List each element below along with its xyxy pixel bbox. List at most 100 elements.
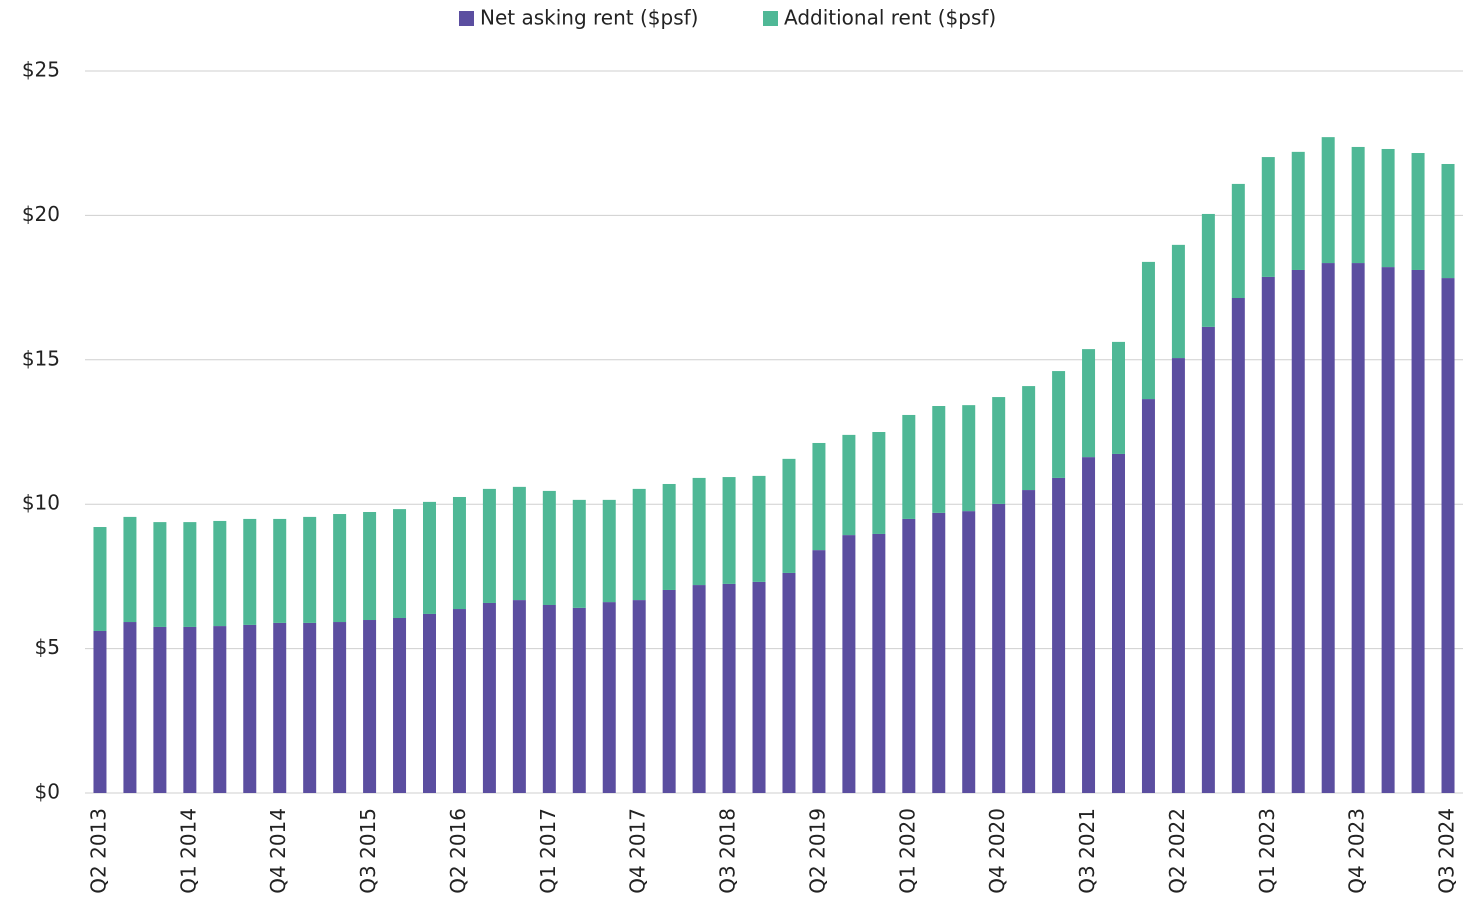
bar-segment (1141, 261, 1155, 400)
bar-segment (482, 602, 496, 793)
bar-segment (1231, 183, 1245, 298)
bar-segment (423, 501, 436, 614)
x-tick-label: Q4 2020 (985, 808, 1009, 894)
bar-segment (243, 518, 257, 625)
x-tick-label: Q2 2022 (1165, 808, 1189, 894)
x-tick-label: Q1 2020 (895, 808, 919, 894)
bar-segment (572, 499, 586, 608)
y-tick-label: $10 (22, 491, 60, 515)
bar-segment (782, 458, 796, 573)
bar-segment (393, 509, 407, 618)
x-tick-label: Q2 2013 (86, 808, 110, 894)
bar-segment (752, 581, 766, 793)
bar-segment (992, 503, 1006, 793)
bar-segment (512, 486, 526, 601)
bar-segment (1022, 386, 1036, 491)
bar-segment (1171, 358, 1185, 793)
bar-segment (542, 604, 556, 793)
y-tick-label: $15 (22, 346, 60, 370)
bar-segment (1381, 267, 1395, 793)
bar-segment (1201, 213, 1215, 327)
bar-segment (333, 622, 347, 793)
bar-segment (123, 622, 137, 793)
x-tick-label: Q3 2018 (716, 808, 740, 894)
legend-label: Additional rent ($psf) (784, 6, 996, 30)
bar-segment (932, 406, 946, 513)
bar-segment (872, 432, 886, 534)
x-tick-label: Q4 2023 (1345, 808, 1369, 894)
bar-segment (153, 626, 167, 793)
x-tick-label: Q3 2024 (1435, 808, 1459, 894)
bar-segment (213, 520, 227, 627)
bar-segment (662, 589, 676, 793)
bar-segment (1381, 148, 1395, 268)
bar-segment (722, 477, 736, 584)
bar-segment (1112, 341, 1125, 454)
bar-segment (1022, 490, 1036, 793)
y-tick-label: $5 (35, 635, 60, 659)
legend-swatch (459, 11, 474, 26)
x-tick-label: Q3 2015 (356, 808, 380, 894)
y-tick-label: $0 (35, 780, 60, 804)
bar-segment (512, 600, 526, 793)
bar-segment (902, 518, 916, 793)
bar-segment (872, 533, 886, 793)
bar-segment (1411, 269, 1425, 794)
bar-segment (452, 496, 466, 610)
bar-segment (752, 475, 766, 582)
legend-label: Net asking rent ($psf) (480, 6, 698, 30)
bar-segment (1441, 163, 1455, 279)
bar-segment (1201, 326, 1215, 793)
bar-segment (632, 600, 646, 793)
bar-segment (363, 511, 377, 621)
bar-segment (782, 572, 796, 793)
bar-segment (243, 624, 257, 793)
bar-segment (1291, 269, 1305, 794)
bar-segment (1261, 276, 1275, 793)
bar-segment (692, 477, 706, 586)
bar-segment (333, 514, 347, 623)
bar-segment (1112, 453, 1125, 793)
bar-segment (692, 585, 706, 793)
bar-segment (662, 483, 676, 590)
bar-segment (423, 613, 436, 793)
bar-segment (1171, 244, 1185, 359)
x-tick-label: Q2 2016 (446, 808, 470, 894)
y-tick-label: $20 (22, 202, 60, 226)
bar-segment (902, 414, 916, 519)
bar-segment (602, 602, 616, 793)
bar-segment (932, 512, 946, 793)
bar-segment (1351, 146, 1365, 264)
x-tick-label: Q2 2019 (805, 808, 829, 894)
bar-segment (1141, 399, 1155, 793)
bar-segment (303, 622, 317, 793)
legend-swatch (763, 11, 778, 26)
bar-segment (842, 535, 856, 793)
bar-segment (273, 518, 287, 623)
x-tick-label: Q1 2014 (176, 808, 200, 894)
bar-segment (542, 490, 556, 605)
x-tick-label: Q1 2023 (1255, 808, 1279, 894)
bar-segment (123, 516, 137, 623)
bar-segment (213, 626, 227, 793)
x-tick-label: Q4 2017 (626, 808, 650, 894)
bar-segment (962, 511, 976, 793)
bar-segment (842, 434, 856, 536)
bar-segment (572, 607, 586, 793)
bar-segment (1231, 297, 1245, 793)
bar-segment (992, 397, 1006, 504)
y-tick-label: $25 (22, 58, 60, 82)
x-tick-label: Q1 2017 (536, 808, 560, 894)
x-tick-label: Q4 2014 (266, 808, 290, 894)
bar-segment (273, 622, 287, 793)
bar-segment (1082, 349, 1096, 458)
bar-segment (363, 620, 377, 793)
bar-segment (303, 516, 317, 623)
bar-segment (1052, 477, 1066, 793)
x-tick-label: Q3 2021 (1075, 808, 1099, 894)
bar-segment (1321, 263, 1335, 793)
bar-segment (1441, 278, 1455, 794)
bar-segment (183, 522, 197, 627)
bar-segment (962, 405, 976, 512)
